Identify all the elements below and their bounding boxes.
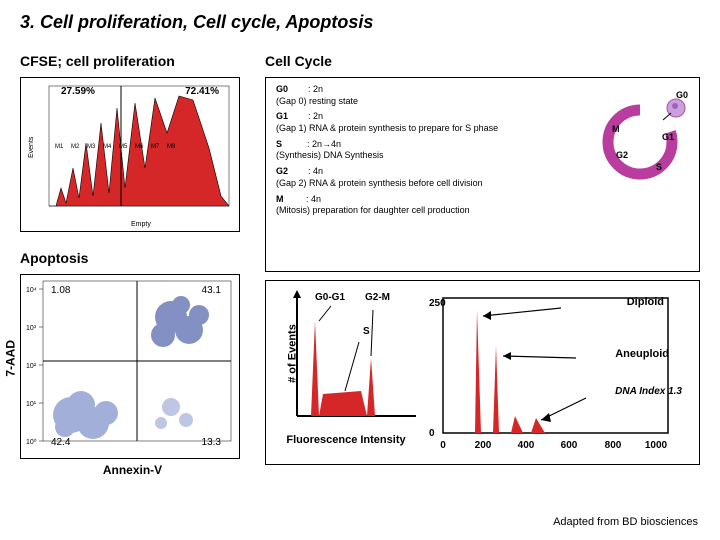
svg-text:G0: G0 xyxy=(676,90,688,100)
svg-text:G2: G2 xyxy=(616,150,628,160)
svg-text:Events: Events xyxy=(28,136,35,158)
quad-q4: 13.3 xyxy=(202,437,221,448)
label-aneuploid: Aneuploid xyxy=(615,348,669,360)
svg-text:600: 600 xyxy=(561,440,578,451)
svg-text:Empty: Empty xyxy=(131,221,151,228)
svg-text:10³: 10³ xyxy=(26,325,37,332)
svg-text:200: 200 xyxy=(475,440,492,451)
svg-text:M7: M7 xyxy=(151,144,160,150)
cfse-title: CFSE; cell proliferation xyxy=(20,53,245,69)
quad-q1: 1.08 xyxy=(51,285,70,296)
label-g0g1: G0-G1 xyxy=(315,292,345,303)
svg-text:S: S xyxy=(656,162,662,172)
svg-text:M3: M3 xyxy=(87,144,96,150)
svg-text:10⁰: 10⁰ xyxy=(26,438,37,446)
diploid-left-chart: # of Events xyxy=(271,286,421,456)
cfse-pct-left: 27.59% xyxy=(61,86,95,97)
label-diploid: Diploid xyxy=(627,296,664,308)
apoptosis-y-label: 7-AAD xyxy=(3,340,17,377)
svg-text:M2: M2 xyxy=(71,144,80,150)
svg-text:M1: M1 xyxy=(55,144,64,150)
diploid-right-chart: 0 200 400 600 800 1000 250 0 Diploid Aneuplo… xyxy=(421,286,694,459)
svg-text:M8: M8 xyxy=(167,144,176,150)
cellcycle-box: G0 : 2n(Gap 0) resting state G1 : 2n(Gap… xyxy=(265,77,700,272)
svg-text:10¹: 10¹ xyxy=(26,401,37,408)
svg-text:M: M xyxy=(612,124,620,134)
svg-text:1000: 1000 xyxy=(645,440,668,451)
apoptosis-chart: 10⁴ 10³ 10² 10¹ 10⁰ 1.08 43.1 42.4 13.3 xyxy=(20,274,240,459)
label-dnaindex: DNA Index 1.3 xyxy=(615,386,682,397)
svg-text:10⁴: 10⁴ xyxy=(26,287,37,294)
svg-text:0: 0 xyxy=(440,440,446,451)
label-s: S xyxy=(363,326,370,337)
svg-text:G1: G1 xyxy=(662,132,674,142)
diploid-box: # of Events xyxy=(265,280,700,465)
label-g2m: G2-M xyxy=(365,292,390,303)
apoptosis-x-label: Annexin-V xyxy=(20,463,245,477)
left-x-label: Fluorescence Intensity xyxy=(286,434,405,446)
svg-text:250: 250 xyxy=(429,298,446,309)
svg-text:400: 400 xyxy=(518,440,535,451)
left-y-label: # of Events xyxy=(286,324,298,383)
phase-m: M : 4n(Mitosis) preparation for daughter… xyxy=(276,194,689,217)
quad-q3: 42.4 xyxy=(51,437,70,448)
cellcycle-diagram: G0 G1 S G2 M xyxy=(598,90,693,185)
quad-q2: 43.1 xyxy=(202,285,221,296)
page-title: 3. Cell proliferation, Cell cycle, Apopt… xyxy=(20,12,700,33)
apoptosis-title: Apoptosis xyxy=(20,250,245,266)
svg-text:M4: M4 xyxy=(103,144,112,150)
svg-text:10²: 10² xyxy=(26,363,37,370)
cfse-chart: M1 M2 M3 M4 M5 M6 M7 M8 Events Empty 27.59% 7… xyxy=(20,77,240,232)
svg-text:0: 0 xyxy=(429,428,435,439)
svg-text:M6: M6 xyxy=(135,144,144,150)
svg-text:M5: M5 xyxy=(119,144,128,150)
credit-text: Adapted from BD biosciences xyxy=(553,516,698,528)
cellcycle-title: Cell Cycle xyxy=(265,53,700,69)
svg-text:800: 800 xyxy=(605,440,622,451)
cfse-pct-right: 72.41% xyxy=(185,86,219,97)
